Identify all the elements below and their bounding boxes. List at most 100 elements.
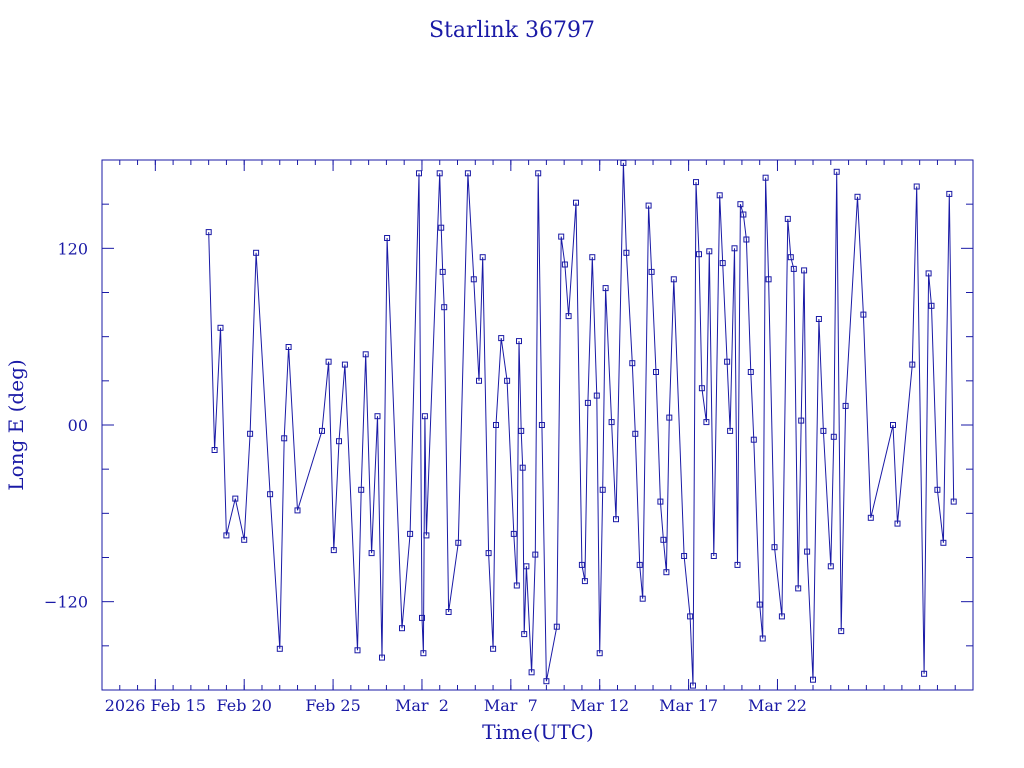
data-point <box>784 215 791 222</box>
data-point <box>341 361 348 368</box>
data-point <box>510 530 517 537</box>
data-point <box>804 548 811 555</box>
data-point <box>241 536 248 543</box>
data-point <box>815 316 822 322</box>
data-point <box>743 236 750 243</box>
y-tick-label: −120 <box>44 593 88 612</box>
data-point <box>740 211 747 218</box>
data-point <box>666 414 673 421</box>
data-point <box>716 192 723 199</box>
data-point <box>613 516 619 523</box>
data-point <box>913 183 920 190</box>
data-point <box>636 561 643 568</box>
data-point <box>653 369 659 375</box>
data-point <box>513 582 520 589</box>
data-point <box>710 553 717 559</box>
data-point <box>737 201 744 208</box>
plot-area <box>205 160 957 689</box>
data-point <box>645 202 652 209</box>
data-point <box>439 268 446 275</box>
data-point <box>632 430 639 437</box>
data-point <box>211 447 218 453</box>
data-point <box>253 249 260 256</box>
data-point <box>267 491 274 498</box>
data-point <box>281 435 288 442</box>
data-point <box>565 313 572 320</box>
data-point <box>379 654 385 661</box>
data-point <box>795 585 802 592</box>
data-point <box>528 669 535 676</box>
y-tick-label: 00 <box>68 416 88 435</box>
data-point <box>762 174 769 181</box>
data-point <box>820 427 827 434</box>
data-point <box>553 623 560 630</box>
data-point <box>706 248 713 255</box>
data-point <box>830 433 837 440</box>
data-point <box>493 422 499 428</box>
y-axis-ticks: −120 00 120 <box>44 159 973 691</box>
data-point <box>354 647 361 654</box>
y-tick-label: 120 <box>57 239 88 258</box>
data-point <box>946 190 953 197</box>
data-point <box>657 498 664 505</box>
data-point <box>639 595 646 602</box>
data-point <box>518 427 525 434</box>
data-point <box>445 609 452 615</box>
data-point <box>441 304 448 311</box>
data-point <box>319 427 325 434</box>
data-point <box>521 631 528 638</box>
data-point <box>336 438 342 445</box>
data-point <box>663 569 670 576</box>
data-point <box>423 532 430 539</box>
data-point <box>838 628 845 635</box>
data-point <box>416 170 422 177</box>
data-point <box>690 682 696 689</box>
x-tick-label: Mar 17 <box>659 696 718 715</box>
data-point <box>648 268 655 275</box>
data-point <box>950 498 957 505</box>
data-point <box>561 261 568 268</box>
x-tick-label: 2026 Feb 15 <box>105 696 206 715</box>
data-point <box>602 285 609 292</box>
data-point <box>596 650 603 657</box>
data-point <box>593 392 600 399</box>
data-point <box>867 514 874 521</box>
data-point <box>756 601 763 608</box>
data-point <box>399 625 405 632</box>
data-point <box>407 530 414 537</box>
data-point <box>894 520 901 527</box>
data-point <box>599 486 606 493</box>
data-point <box>660 536 667 543</box>
data-point <box>543 678 550 685</box>
data-point <box>362 351 369 358</box>
data-point <box>925 270 932 277</box>
data-point <box>504 377 511 384</box>
data-point <box>368 550 375 557</box>
data-point <box>827 563 834 570</box>
data-point <box>778 613 785 620</box>
data-point <box>921 670 928 677</box>
data-point <box>358 486 365 493</box>
data-point <box>205 229 212 236</box>
data-point <box>485 550 492 557</box>
data-point <box>374 413 381 420</box>
data-point <box>384 235 391 241</box>
data-point <box>498 335 505 342</box>
data-point <box>909 361 916 368</box>
x-tick-label: Mar 7 <box>484 696 538 715</box>
data-point <box>724 358 731 365</box>
x-tick-label: Feb 20 <box>217 696 272 715</box>
data-point <box>934 486 941 493</box>
data-point <box>436 170 443 177</box>
data-point <box>798 417 805 424</box>
data-point <box>703 419 710 426</box>
data-point <box>584 399 591 406</box>
data-point <box>940 539 947 546</box>
data-point <box>523 563 530 570</box>
data-point <box>629 360 636 367</box>
data-point <box>516 338 522 345</box>
data-point <box>325 358 332 365</box>
data-point <box>232 495 239 502</box>
data-point <box>801 267 808 274</box>
x-tick-label: Mar 22 <box>748 696 807 715</box>
